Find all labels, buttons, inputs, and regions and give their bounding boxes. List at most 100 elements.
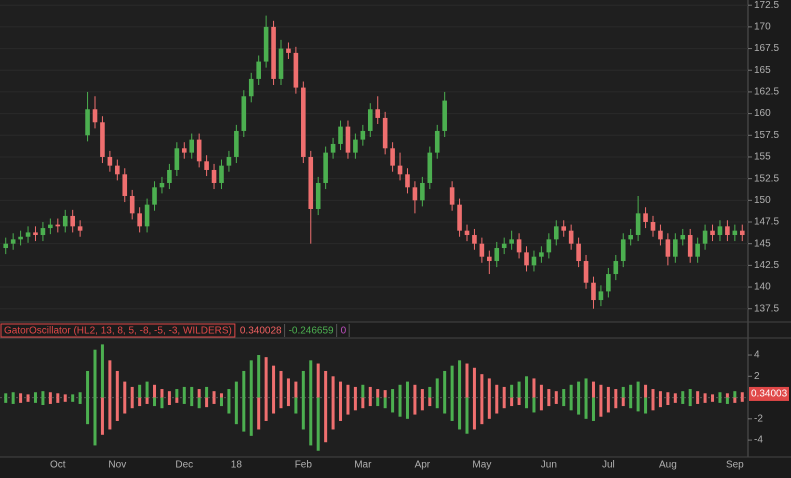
candle-body [107,156,113,166]
oscillator-bar [309,360,313,398]
oscillator-bar [636,397,640,412]
y-tick-label: 155 [754,152,771,163]
oscillator-bar [725,393,729,398]
oscillator-bar [487,378,491,398]
oscillator-bar [525,397,529,409]
oscillator-bar [733,391,737,398]
oscillator-bar [405,397,409,419]
readout: 0.340028 [240,326,282,337]
oscillator-bar [718,397,722,403]
oscillator-bar [138,397,142,407]
oscillator-bar [294,397,298,414]
candle-body [464,230,470,236]
oscillator-bar [562,397,566,407]
oscillator-bar [532,397,536,413]
candle-body [25,232,31,237]
oscillator-bar [621,397,625,407]
oscillator-bar [703,393,707,398]
oscillator-bar [130,386,134,398]
oscillator-bar [219,397,223,407]
candle-body [263,26,269,62]
candle-body [226,156,232,166]
oscillator-bar [547,397,551,407]
readout: 0 [341,326,347,337]
candle-body [710,230,715,236]
oscillator-bar [41,391,45,398]
oscillator-bar [443,397,447,414]
candle-body [739,230,745,236]
oscillator-bar [480,397,484,425]
oscillator-bar [614,389,618,398]
x-tick-label: Aug [659,460,677,471]
candle-body [598,291,604,301]
oscillator-bar [711,397,715,402]
y-tick-label: 160 [754,108,771,119]
oscillator-bar [606,397,610,413]
oscillator-bar [197,397,201,409]
candle-body [256,61,261,79]
oscillator-bar [599,397,603,417]
oscillator-bar [443,370,447,398]
oscillator-bar [398,397,402,417]
current-value-box [749,386,789,401]
oscillator-bar [182,397,186,404]
oscillator-bar [651,389,655,398]
oscillator-bar [420,389,424,398]
candle-body [539,252,544,257]
oscillator-bar [465,363,469,398]
oscillator-bar [353,386,357,398]
oscillator-bar [309,397,313,446]
oscillator-bar [495,384,499,398]
oscillator-bar [368,386,372,398]
y-tick-label: 150 [754,195,771,206]
oscillator-bar [502,397,506,409]
y-tick-label: 142.5 [754,260,779,271]
candle-body [501,243,507,249]
oscillator-bar [190,397,194,407]
oscillator-bar [234,381,238,398]
candle-body [70,215,75,227]
candle-body [613,261,619,275]
oscillator-bar [115,397,119,421]
oscillator-bar [242,370,246,398]
oscillator-bar [428,386,432,398]
oscillator-bar [316,397,320,451]
oscillator-bar [41,397,45,406]
candle-body [390,148,395,166]
x-tick-label: Apr [415,460,431,471]
oscillator-bar [160,397,164,409]
oscillator-bar [219,393,223,398]
oscillator-bar [205,386,209,398]
oscillator-bar [435,397,439,409]
oscillator-bar [71,397,75,402]
oscillator-bar [681,397,685,404]
y-tick-label: 172.5 [754,0,779,11]
oscillator-bar [324,370,328,398]
y-tick-label: 152.5 [754,173,779,184]
candle-body [189,139,195,153]
y-tick-label: 2 [754,371,760,382]
candle-body [702,230,708,244]
oscillator-bar [673,397,677,403]
x-tick-label: 18 [231,460,243,471]
oscillator-bar [740,392,744,398]
candle-body [628,235,633,240]
x-tick-label: May [472,460,491,471]
oscillator-bar [63,394,67,398]
candle-body [561,226,567,231]
oscillator-bar [591,381,595,398]
candle-body [680,235,686,240]
oscillator-bar [562,389,566,398]
candle-body [211,169,217,183]
oscillator-bar [286,397,290,407]
candle-body [360,130,366,140]
oscillator-bar [145,397,149,404]
oscillator-bar [264,357,268,398]
candle-body [405,174,410,188]
oscillator-bar [420,397,424,411]
oscillator-bar [688,397,692,407]
oscillator-bar [525,376,529,398]
y-tick-label: 137.5 [754,303,779,314]
oscillator-bar [19,393,23,398]
oscillator-bar [577,397,581,415]
